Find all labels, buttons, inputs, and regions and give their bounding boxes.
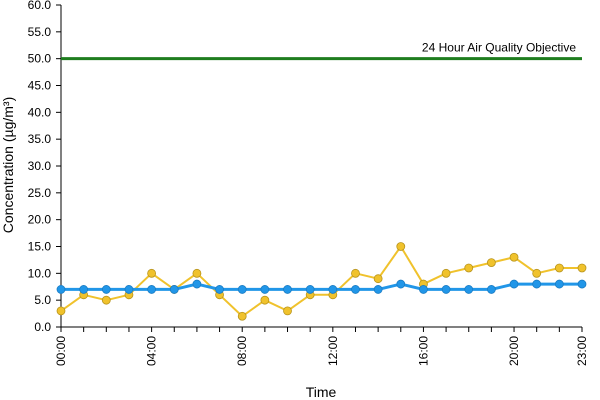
series-2-point [532, 279, 542, 289]
series-2-point [419, 285, 428, 294]
y-tick-label: 10.0 [28, 266, 52, 280]
axes-layer: 0.0 5.0 10.0 15.0 20.0 25.0 30.0 35.0 40.0 45.0 50… [28, 0, 589, 366]
x-axis-title: Time [306, 384, 337, 400]
series-2-point [260, 285, 270, 294]
series-2-point [237, 285, 247, 294]
y-tick-label: 0.0 [34, 320, 51, 334]
series-2-point [169, 285, 179, 294]
series-2-point [509, 279, 519, 289]
series-2-point [328, 285, 338, 294]
y-tick-label: 20.0 [28, 213, 52, 227]
y-tick-label: 25.0 [28, 186, 52, 200]
series-1-point [441, 268, 451, 278]
y-tick-label: 30.0 [28, 159, 52, 173]
series-1-point [192, 268, 202, 278]
series-2-point [305, 285, 315, 294]
x-tick-label: 23:00 [575, 336, 589, 366]
series-1-point [554, 263, 564, 273]
x-tick-label: 16:00 [416, 336, 430, 366]
series-2-point [351, 285, 360, 294]
series-1-point [464, 263, 474, 273]
series-2-point [554, 279, 564, 289]
reference-line-label: 24 Hour Air Quality Objective [422, 41, 576, 55]
x-tick-label: 12:00 [326, 336, 340, 366]
series-layer [56, 242, 587, 321]
series-1-point [509, 252, 519, 262]
x-tick-label: 20:00 [507, 336, 521, 366]
series-1-point [260, 295, 270, 305]
series-2-point [464, 285, 474, 294]
y-tick-label: 45.0 [28, 79, 52, 93]
x-tick-label: 08:00 [235, 336, 249, 366]
series-2-point [192, 279, 202, 289]
series-1-point [486, 258, 496, 268]
series-1-point [373, 274, 383, 284]
series-2-point [373, 285, 383, 294]
y-tick-label: 5.0 [34, 293, 51, 307]
series-2-point [124, 285, 134, 294]
series-1-point [237, 311, 247, 321]
series-2-point [577, 279, 587, 289]
series-1-point [532, 268, 542, 278]
y-tick-label: 50.0 [28, 52, 52, 66]
series-2-point [486, 285, 496, 294]
series-1-point [577, 263, 587, 273]
series-2-point [283, 285, 292, 294]
series-1-point [283, 306, 292, 316]
series-1-point [101, 295, 111, 305]
y-tick-label: 55.0 [28, 25, 52, 39]
series-1-point [396, 242, 406, 251]
y-axis-title: Concentration (µg/m³) [0, 97, 16, 233]
series-2-point [56, 285, 66, 294]
y-tick-label: 35.0 [28, 132, 52, 146]
x-tick-label: 00:00 [54, 336, 68, 366]
reference-layer: 24 Hour Air Quality Objective [61, 41, 582, 61]
series-1-line [60, 245, 582, 318]
y-tick-label: 60.0 [28, 0, 52, 12]
series-1-point [147, 268, 157, 278]
series-2-point [79, 285, 89, 294]
series-2-point [101, 285, 111, 294]
series-2-point [147, 285, 157, 294]
y-tick-label: 15.0 [28, 240, 52, 254]
series-2-point [441, 285, 451, 294]
series-1 [56, 242, 587, 321]
series-1-point [351, 268, 360, 278]
series-2-point [215, 285, 224, 294]
series-2 [56, 279, 587, 294]
y-tick-label: 40.0 [28, 105, 52, 119]
series-1-point [56, 306, 66, 316]
x-tick-label: 04:00 [145, 336, 159, 366]
series-2-point [396, 279, 406, 289]
